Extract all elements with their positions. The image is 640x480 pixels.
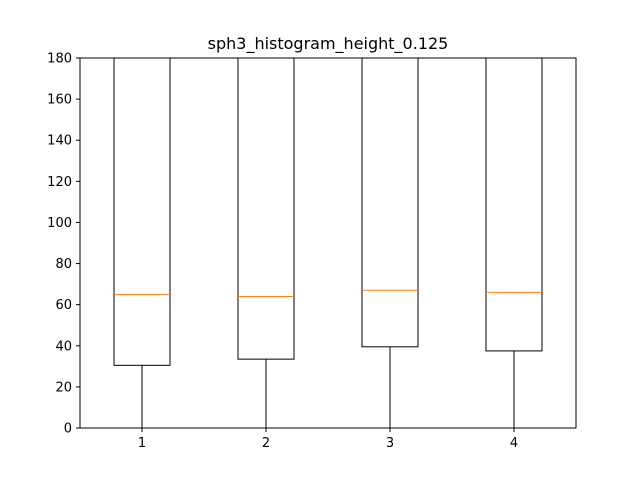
- x-tick-label: 2: [262, 436, 270, 451]
- y-tick-label: 100: [47, 216, 72, 231]
- y-axis: 0 20 40 60 80 100 120 140 160 180: [47, 52, 80, 437]
- x-tick-label: 3: [386, 436, 394, 451]
- x-tick-label: 1: [138, 436, 146, 451]
- y-tick-label: 140: [47, 134, 72, 149]
- y-tick-label: 180: [47, 52, 72, 67]
- y-tick-label: 20: [55, 380, 72, 395]
- iqr-box: [361, 57, 419, 348]
- x-axis: 1 2 3 4: [138, 428, 518, 451]
- box-group-4: [485, 57, 543, 429]
- box-group-2: [237, 57, 295, 429]
- y-tick-label: 120: [47, 175, 72, 190]
- iqr-box: [237, 57, 295, 360]
- plot-area: [113, 57, 543, 429]
- box-group-3: [361, 57, 419, 429]
- y-tick-label: 60: [55, 298, 72, 313]
- y-tick-label: 0: [64, 422, 72, 437]
- iqr-box: [113, 57, 171, 366]
- x-tick-label: 4: [510, 436, 518, 451]
- iqr-box: [485, 57, 543, 352]
- box-group-1: [113, 57, 171, 429]
- chart-title: sph3_histogram_height_0.125: [208, 34, 449, 54]
- axes-frame: [79, 57, 577, 429]
- y-tick-label: 80: [55, 257, 72, 272]
- y-tick-label: 40: [55, 339, 72, 354]
- y-tick-label: 160: [47, 93, 72, 108]
